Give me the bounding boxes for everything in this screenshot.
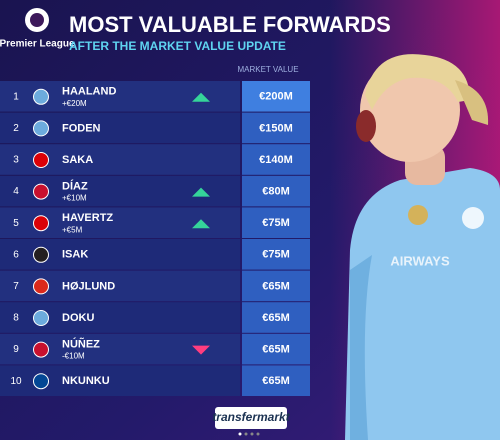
value-cell	[242, 302, 310, 333]
club-crest	[33, 152, 49, 168]
rank: 4	[13, 186, 19, 197]
market-value: €65M	[262, 312, 290, 324]
value-cell	[242, 144, 310, 175]
player-name: FODEN	[62, 122, 101, 134]
club-crest	[33, 373, 49, 390]
value-cell	[242, 270, 310, 302]
column-header: MARKET VALUE	[237, 65, 298, 74]
player-photo: AIRWAYS	[345, 54, 500, 440]
value-change: -€10M	[62, 352, 85, 361]
market-value: €65M	[262, 344, 290, 356]
rank: 1	[13, 91, 19, 102]
player-name: ISAK	[62, 249, 88, 261]
rank: 6	[13, 249, 19, 260]
value-cell	[242, 333, 310, 365]
rank: 9	[13, 344, 19, 355]
market-value: €65M	[262, 280, 290, 292]
value-cell	[242, 207, 310, 238]
value-cell	[242, 365, 310, 396]
rank: 3	[13, 155, 19, 166]
value-change: +€10M	[62, 194, 87, 203]
club-crest	[33, 310, 49, 326]
table: 1 HAALAND+€20M €200M 2 FODEN €150M 3 SAKA €140M 4…	[0, 81, 310, 396]
subtitle: AFTER THE MARKET VALUE UPDATE	[69, 39, 286, 53]
market-value: €75M	[262, 217, 290, 229]
club-crest	[33, 88, 49, 105]
player-name: HAALAND	[62, 86, 116, 98]
rank: 10	[10, 376, 22, 387]
value-cell	[242, 239, 310, 270]
trend-up	[192, 219, 210, 229]
rank: 7	[13, 281, 19, 292]
club-crest	[33, 246, 49, 263]
market-value: €80M	[262, 186, 290, 198]
value-cell	[242, 175, 310, 207]
value-cell	[242, 81, 310, 112]
rank: 2	[13, 123, 19, 134]
club-crest	[33, 341, 49, 358]
market-value: €200M	[259, 91, 293, 103]
market-value: €75M	[262, 249, 290, 261]
value-change: +€20M	[62, 99, 87, 108]
club-crest	[33, 183, 49, 200]
league-name: Premier League	[0, 39, 75, 50]
league-logo: Premier League	[0, 8, 75, 50]
footer-logo: transfermarkt	[212, 407, 291, 436]
logo-text: transfermarkt	[212, 410, 290, 424]
value-change: +€5M	[62, 225, 83, 234]
svg-text:AIRWAYS: AIRWAYS	[390, 253, 450, 268]
value-cell	[242, 112, 310, 144]
club-crest	[33, 120, 49, 137]
market-value: €65M	[262, 375, 290, 387]
player-name: HAVERTZ	[62, 212, 113, 224]
player-name: HØJLUND	[62, 280, 115, 292]
trend-up	[192, 92, 210, 102]
rank: 8	[13, 313, 19, 324]
market-value: €140M	[259, 154, 293, 166]
player-name: NKUNKU	[62, 375, 110, 387]
player-name: DOKU	[62, 312, 94, 324]
rank: 5	[13, 218, 19, 229]
player-name: SAKA	[62, 154, 93, 166]
market-value: €150M	[259, 122, 293, 134]
title: MOST VALUABLE FORWARDS	[69, 12, 391, 37]
player-name: NÚÑEZ	[62, 338, 100, 351]
club-crest	[33, 278, 49, 295]
trend-up	[192, 187, 210, 197]
player-name: DÍAZ	[62, 180, 88, 193]
club-crest	[33, 215, 49, 232]
trend-down	[192, 345, 210, 355]
